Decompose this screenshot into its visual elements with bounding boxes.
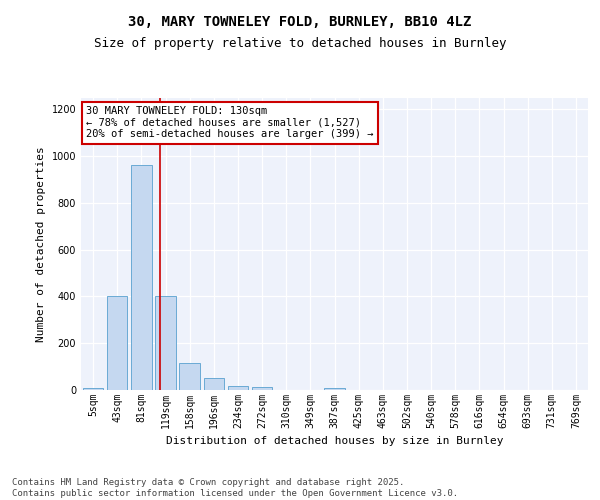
Bar xyxy=(203,378,224,390)
Text: 30 MARY TOWNELEY FOLD: 130sqm
← 78% of detached houses are smaller (1,527)
20% o: 30 MARY TOWNELEY FOLD: 130sqm ← 78% of d… xyxy=(86,106,374,140)
Bar xyxy=(155,296,176,390)
Text: Contains HM Land Registry data © Crown copyright and database right 2025.
Contai: Contains HM Land Registry data © Crown c… xyxy=(12,478,458,498)
Text: Size of property relative to detached houses in Burnley: Size of property relative to detached ho… xyxy=(94,38,506,51)
Bar xyxy=(179,363,200,390)
Bar xyxy=(324,388,345,390)
Bar xyxy=(131,166,152,390)
Bar xyxy=(227,386,248,390)
Y-axis label: Number of detached properties: Number of detached properties xyxy=(36,146,46,342)
Bar xyxy=(252,387,272,390)
Text: 30, MARY TOWNELEY FOLD, BURNLEY, BB10 4LZ: 30, MARY TOWNELEY FOLD, BURNLEY, BB10 4L… xyxy=(128,15,472,29)
X-axis label: Distribution of detached houses by size in Burnley: Distribution of detached houses by size … xyxy=(166,436,503,446)
Bar xyxy=(107,296,127,390)
Bar xyxy=(83,388,103,390)
